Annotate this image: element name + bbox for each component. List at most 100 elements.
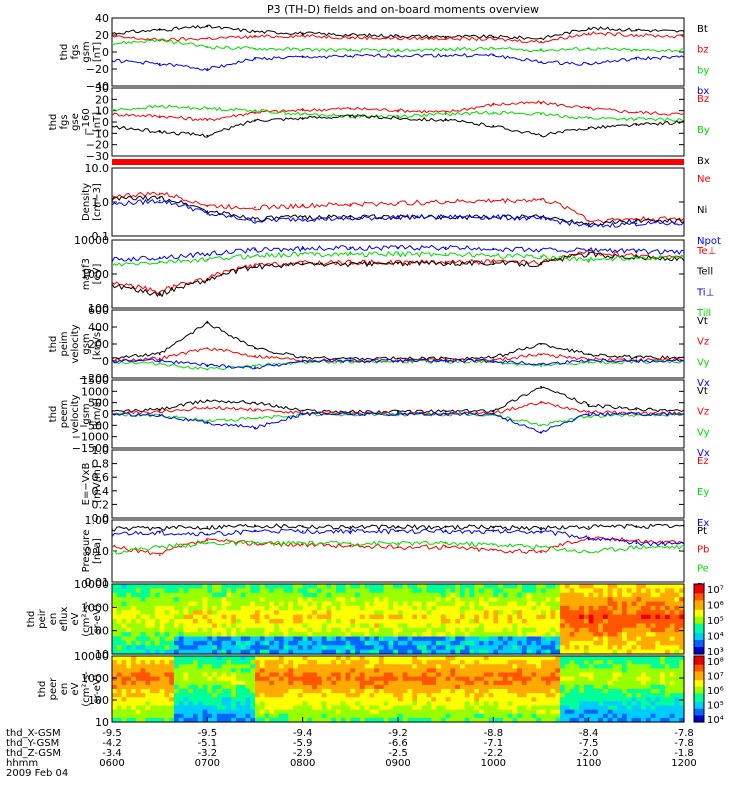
heatmap-cell bbox=[131, 660, 137, 665]
heatmap-cell bbox=[669, 623, 676, 629]
heatmap-cell bbox=[393, 584, 399, 589]
colorbar-cell bbox=[694, 591, 704, 594]
heatmap-cell bbox=[150, 656, 156, 661]
heatmap-cell bbox=[297, 632, 304, 638]
heatmap-cell bbox=[250, 701, 256, 707]
data-point bbox=[206, 539, 209, 542]
heatmap-cell bbox=[417, 597, 423, 603]
heatmap-cell bbox=[617, 701, 623, 707]
heatmap-cell bbox=[302, 623, 309, 629]
heatmap-cell bbox=[517, 660, 523, 665]
heatmap-cell bbox=[417, 645, 423, 651]
heatmap-cell bbox=[154, 717, 161, 723]
heatmap-cell bbox=[555, 705, 561, 711]
data-point bbox=[540, 61, 542, 64]
heatmap-cell bbox=[459, 705, 466, 711]
heatmap-cell bbox=[607, 656, 614, 661]
heatmap-cell bbox=[221, 645, 227, 651]
heatmap-cell bbox=[521, 680, 528, 686]
heatmap-cell bbox=[255, 693, 261, 698]
heatmap-cell bbox=[364, 689, 370, 694]
heatmap-cell bbox=[150, 636, 156, 642]
heatmap-cell bbox=[564, 640, 571, 646]
heatmap-cell bbox=[135, 684, 142, 690]
heatmap-cell bbox=[483, 680, 490, 686]
heatmap-cell bbox=[336, 717, 342, 723]
heatmap-cell bbox=[274, 614, 280, 620]
heatmap-cell bbox=[383, 660, 390, 665]
heatmap-cell bbox=[255, 709, 261, 715]
heatmap-cell bbox=[245, 632, 251, 638]
heatmap-cell bbox=[374, 584, 380, 589]
heatmap-cell bbox=[250, 705, 256, 711]
heatmap-cell bbox=[579, 672, 585, 678]
heatmap-cell bbox=[164, 672, 170, 678]
heatmap-cell bbox=[364, 660, 370, 665]
heatmap-cell bbox=[212, 649, 218, 655]
heatmap-cell bbox=[488, 676, 494, 682]
heatmap-cell bbox=[374, 656, 380, 661]
heatmap-cell bbox=[602, 645, 609, 651]
heatmap-cell bbox=[660, 664, 666, 669]
heatmap-cell bbox=[302, 697, 309, 702]
colorbar-cell bbox=[694, 686, 704, 690]
heatmap-cell bbox=[226, 588, 232, 594]
heatmap-cell bbox=[612, 610, 618, 616]
heatmap-cell bbox=[345, 656, 351, 661]
heatmap-cell bbox=[169, 645, 175, 651]
heatmap-cell bbox=[655, 697, 661, 702]
heatmap-cell bbox=[574, 592, 580, 598]
heatmap-cell bbox=[340, 701, 347, 707]
heatmap-cell bbox=[321, 709, 328, 715]
heatmap-cell bbox=[631, 676, 637, 682]
heatmap-cell bbox=[202, 684, 208, 690]
heatmap-cell bbox=[169, 605, 175, 611]
y-tick-label: 0.4 bbox=[92, 485, 110, 498]
heatmap-cell bbox=[159, 705, 166, 711]
heatmap-cell bbox=[607, 680, 614, 686]
heatmap-cell bbox=[479, 640, 485, 646]
heatmap-cell bbox=[393, 676, 399, 682]
heatmap-cell bbox=[631, 636, 637, 642]
heatmap-cell bbox=[583, 610, 590, 616]
heatmap-cell bbox=[183, 697, 189, 702]
heatmap-cell bbox=[398, 701, 404, 707]
heatmap-cell bbox=[364, 632, 370, 638]
heatmap-cell bbox=[407, 680, 413, 686]
heatmap-cell bbox=[631, 664, 637, 669]
heatmap-cell bbox=[207, 676, 213, 682]
heatmap-cell bbox=[197, 713, 204, 719]
heatmap-cell bbox=[169, 656, 175, 661]
heatmap-cell bbox=[440, 619, 447, 624]
heatmap-cell bbox=[202, 693, 208, 698]
heatmap-cell bbox=[469, 705, 475, 711]
heatmap-cell bbox=[154, 627, 161, 633]
heatmap-cell bbox=[469, 680, 475, 686]
heatmap-cell bbox=[154, 614, 161, 620]
heatmap-cell bbox=[293, 605, 299, 611]
data-point bbox=[683, 49, 684, 52]
heatmap-cell bbox=[421, 605, 428, 611]
heatmap-cell bbox=[464, 597, 471, 603]
heatmap-cell bbox=[607, 645, 614, 651]
heatmap-cell bbox=[669, 614, 676, 620]
heatmap-cell bbox=[536, 640, 542, 646]
heatmap-cell bbox=[212, 660, 218, 665]
heatmap-cell bbox=[374, 640, 380, 646]
heatmap-cell bbox=[183, 701, 189, 707]
data-point bbox=[683, 258, 684, 261]
heatmap-cell bbox=[374, 636, 380, 642]
heatmap-cell bbox=[255, 701, 261, 707]
heatmap-cell bbox=[498, 664, 504, 669]
heatmap-cell bbox=[488, 632, 494, 638]
heatmap-cell bbox=[193, 588, 199, 594]
heatmap-cell bbox=[288, 592, 294, 598]
heatmap-cell bbox=[173, 619, 180, 624]
heatmap-cell bbox=[641, 705, 647, 711]
heatmap-cell bbox=[593, 597, 599, 603]
heatmap-cell bbox=[479, 709, 485, 715]
heatmap-cell bbox=[150, 676, 156, 682]
heatmap-cell bbox=[569, 713, 575, 719]
heatmap-cell bbox=[612, 713, 618, 719]
heatmap-cell bbox=[264, 627, 270, 633]
